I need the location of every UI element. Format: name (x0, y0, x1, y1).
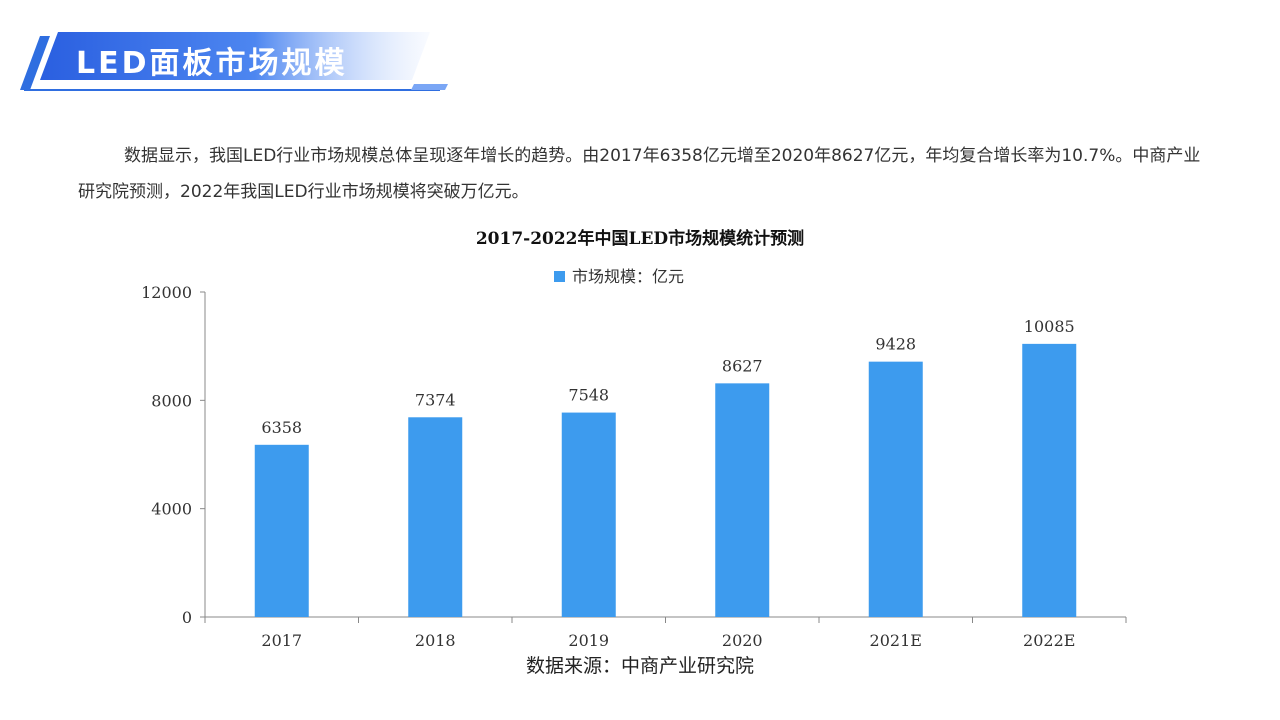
y-tick-label: 0 (182, 608, 192, 627)
x-tick-label: 2019 (568, 631, 609, 650)
data-label: 7548 (568, 386, 609, 405)
chart-title: 2017-2022年中国LED市场规模统计预测 (476, 228, 804, 249)
bar (715, 383, 770, 617)
y-tick-label: 4000 (151, 500, 192, 519)
legend-label: 市场规模：亿元 (572, 267, 684, 286)
data-label: 6358 (261, 418, 302, 437)
data-label: 7374 (415, 390, 456, 409)
x-tick-label: 2022E (1023, 631, 1075, 650)
bar (561, 412, 616, 617)
legend-swatch (554, 271, 565, 282)
data-label: 10085 (1024, 317, 1075, 336)
bar (408, 417, 463, 617)
data-label: 8627 (722, 356, 763, 375)
bar (254, 444, 309, 617)
bar (868, 361, 923, 617)
x-tick-label: 2020 (722, 631, 763, 650)
y-tick-label: 12000 (141, 283, 192, 302)
data-source: 数据来源：中商产业研究院 (525, 655, 754, 677)
header-banner: LED面板市场规模 (0, 0, 1280, 100)
y-tick-label: 8000 (151, 391, 192, 410)
x-tick-label: 2018 (415, 631, 456, 650)
intro-paragraph: 数据显示，我国LED行业市场规模总体呈现逐年增长的趋势。由2017年6358亿元… (78, 146, 1201, 202)
page-title: LED面板市场规模 (76, 46, 348, 81)
bar (1022, 343, 1077, 617)
data-label: 9428 (875, 335, 916, 354)
x-tick-label: 2017 (261, 631, 302, 650)
x-tick-label: 2021E (870, 631, 922, 650)
header-shape (20, 32, 448, 91)
